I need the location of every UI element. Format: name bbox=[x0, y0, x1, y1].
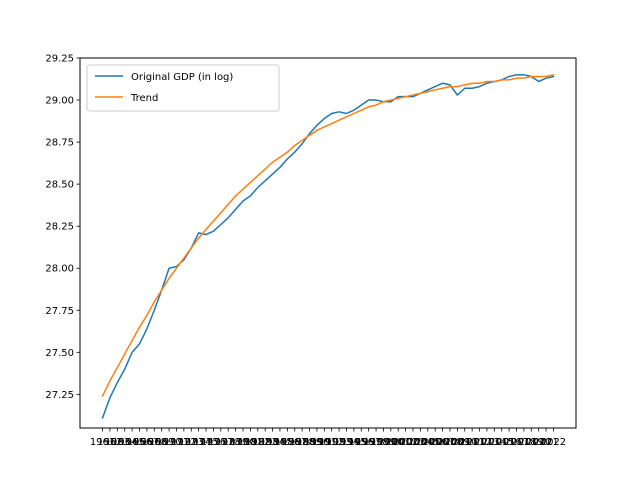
x-tick-label: 1997 bbox=[356, 437, 381, 448]
x-tick-label: 2016 bbox=[496, 437, 521, 448]
y-tick-label: 28.00 bbox=[45, 264, 74, 275]
x-tick-label: 1976 bbox=[201, 437, 226, 448]
x-tick-label: 1967 bbox=[134, 437, 159, 448]
x-tick-label: 2007 bbox=[430, 437, 455, 448]
x-tick-label: 2015 bbox=[489, 437, 514, 448]
y-tick-label: 27.75 bbox=[45, 306, 74, 317]
x-tick-label: 1987 bbox=[282, 437, 307, 448]
x-tick-label: 2011 bbox=[459, 437, 484, 448]
x-tick-label: 1975 bbox=[193, 437, 218, 448]
x-tick-label: 1980 bbox=[230, 437, 255, 448]
x-tick-label: 1972 bbox=[171, 437, 196, 448]
axes-spines bbox=[79, 57, 577, 429]
y-tick-label: 27.50 bbox=[45, 348, 74, 359]
axes-background bbox=[80, 58, 576, 428]
x-tick-label: 2019 bbox=[519, 437, 544, 448]
legend: Original GDP (in log) Trend bbox=[86, 64, 280, 112]
y-tick-label: 29.00 bbox=[45, 96, 74, 107]
y-tick-label: 29.25 bbox=[45, 54, 74, 65]
y-tick-label: 28.75 bbox=[45, 138, 74, 149]
x-tick-label: 1966 bbox=[127, 437, 152, 448]
x-tick-label: 2012 bbox=[467, 437, 492, 448]
x-tick-label: 1998 bbox=[363, 437, 388, 448]
plot-area bbox=[80, 58, 576, 428]
x-tick-label: 1985 bbox=[267, 437, 292, 448]
x-tick-label: 1981 bbox=[238, 437, 263, 448]
series-layer bbox=[101, 73, 555, 419]
x-tick-label: 1995 bbox=[341, 437, 366, 448]
x-tick-label: 1982 bbox=[245, 437, 270, 448]
x-tick-label: 2004 bbox=[408, 437, 433, 448]
x-tick-label: 2021 bbox=[533, 437, 558, 448]
x-tick-label: 2018 bbox=[511, 437, 536, 448]
x-tick-label: 1969 bbox=[149, 437, 174, 448]
x-tick-label: 1974 bbox=[186, 437, 211, 448]
x-tick-label: 1988 bbox=[289, 437, 314, 448]
x-tick-label: 1978 bbox=[215, 437, 240, 448]
x-tick-label: 1962 bbox=[97, 437, 122, 448]
legend-box bbox=[86, 64, 280, 112]
x-tick-label: 1977 bbox=[208, 437, 233, 448]
x-tick-label: 1996 bbox=[349, 437, 374, 448]
y-axis: 27.25 27.50 27.75 28.00 28.25 28.50 28.75 29.00… bbox=[45, 54, 80, 401]
x-tick-label: 2008 bbox=[437, 437, 462, 448]
x-tick-label: 1984 bbox=[260, 437, 285, 448]
x-tick-label: 2020 bbox=[526, 437, 551, 448]
x-tick-label: 1963 bbox=[105, 437, 130, 448]
x-tick-label: 1961 bbox=[90, 437, 115, 448]
x-tick-label: 2022 bbox=[541, 437, 566, 448]
x-tick-label: 1979 bbox=[223, 437, 248, 448]
y-tick-label: 27.25 bbox=[45, 390, 74, 401]
x-tick-label: 2005 bbox=[415, 437, 440, 448]
x-tick-label: 2009 bbox=[445, 437, 470, 448]
x-tick-label: 1973 bbox=[179, 437, 204, 448]
x-tick-label: 1989 bbox=[297, 437, 322, 448]
x-tick-label: 2000 bbox=[378, 437, 403, 448]
x-tick-label: 1990 bbox=[304, 437, 329, 448]
series-line-trend bbox=[101, 73, 555, 398]
x-tick-label: 1993 bbox=[326, 437, 351, 448]
x-tick-label: 2003 bbox=[400, 437, 425, 448]
x-tick-label: 1964 bbox=[112, 437, 137, 448]
x-tick-label: 1992 bbox=[319, 437, 344, 448]
x-tick-label: 2017 bbox=[504, 437, 529, 448]
legend-label-original-gdp: Original GDP (in log) bbox=[131, 72, 233, 83]
x-tick-label: 2002 bbox=[393, 437, 418, 448]
x-tick-label: 1999 bbox=[371, 437, 396, 448]
x-tick-label: 1970 bbox=[156, 437, 181, 448]
legend-label-trend: Trend bbox=[130, 93, 158, 104]
x-tick-label: 2014 bbox=[482, 437, 507, 448]
x-axis: 1961196219631964196519661967196819691970… bbox=[90, 428, 566, 448]
x-tick-label: 1965 bbox=[119, 437, 144, 448]
x-tick-label: 2013 bbox=[474, 437, 499, 448]
axes-frame bbox=[79, 57, 577, 429]
x-tick-label: 2001 bbox=[385, 437, 410, 448]
y-tick-label: 28.25 bbox=[45, 222, 74, 233]
x-tick-label: 2010 bbox=[452, 437, 477, 448]
x-tick-label: 1983 bbox=[252, 437, 277, 448]
x-tick-label: 1971 bbox=[164, 437, 189, 448]
x-tick-label: 1986 bbox=[275, 437, 300, 448]
x-tick-label: 1994 bbox=[334, 437, 359, 448]
x-tick-label: 1991 bbox=[312, 437, 337, 448]
y-tick-label: 28.50 bbox=[45, 180, 74, 191]
x-tick-label: 2006 bbox=[422, 437, 447, 448]
x-tick-label: 1968 bbox=[142, 437, 167, 448]
